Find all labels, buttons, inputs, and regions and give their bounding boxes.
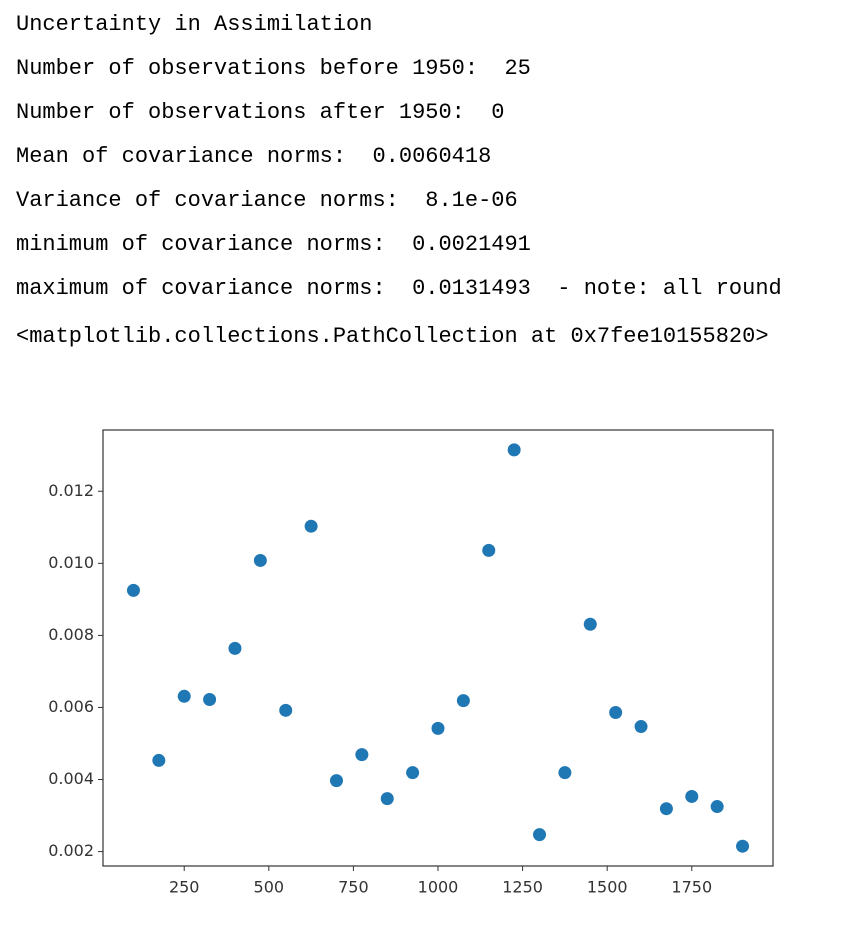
output-line: minimum of covariance norms: 0.0021491 [16, 232, 531, 257]
output-line: Variance of covariance norms: 8.1e-06 [16, 188, 518, 213]
point [253, 553, 267, 567]
point [558, 766, 572, 780]
point [152, 753, 166, 767]
y-tick-label: 0.004 [48, 769, 94, 788]
point [456, 694, 470, 708]
y-tick-label: 0.012 [48, 481, 94, 500]
point [533, 828, 547, 842]
output-line: maximum of covariance norms: 0.0131493 -… [16, 276, 782, 301]
point [710, 800, 724, 814]
point [583, 617, 597, 631]
y-tick-label: 0.008 [48, 625, 94, 644]
point [279, 703, 293, 717]
plot-frame [102, 429, 774, 867]
point [380, 792, 394, 806]
y-tick-label: 0.002 [48, 841, 94, 860]
point [304, 519, 318, 533]
y-tick-label: 0.006 [48, 697, 94, 716]
x-tick-label: 1750 [671, 878, 712, 897]
output-line: Number of observations after 1950: 0 [16, 100, 504, 125]
point [659, 802, 673, 816]
point [507, 443, 521, 457]
repr-line: <matplotlib.collections.PathCollection a… [16, 324, 769, 349]
x-tick-label: 1500 [587, 878, 628, 897]
output-line: Uncertainty in Assimilation [16, 12, 372, 37]
point [609, 705, 623, 719]
x-tick-label: 1250 [502, 878, 543, 897]
point [228, 641, 242, 655]
point [406, 766, 420, 780]
point [329, 774, 343, 788]
y-tick-label: 0.010 [48, 553, 94, 572]
output-line: Mean of covariance norms: 0.0060418 [16, 144, 491, 169]
x-tick-label: 500 [254, 878, 285, 897]
x-tick-label: 750 [338, 878, 369, 897]
x-tick-label: 250 [169, 878, 200, 897]
point [736, 839, 750, 853]
point [685, 789, 699, 803]
point [177, 689, 191, 703]
point [634, 720, 648, 734]
point [482, 543, 496, 557]
point [431, 721, 445, 735]
point [355, 748, 369, 762]
point [203, 693, 217, 707]
x-tick-label: 1000 [418, 878, 459, 897]
point [126, 583, 140, 597]
output-line: Number of observations before 1950: 25 [16, 56, 531, 81]
